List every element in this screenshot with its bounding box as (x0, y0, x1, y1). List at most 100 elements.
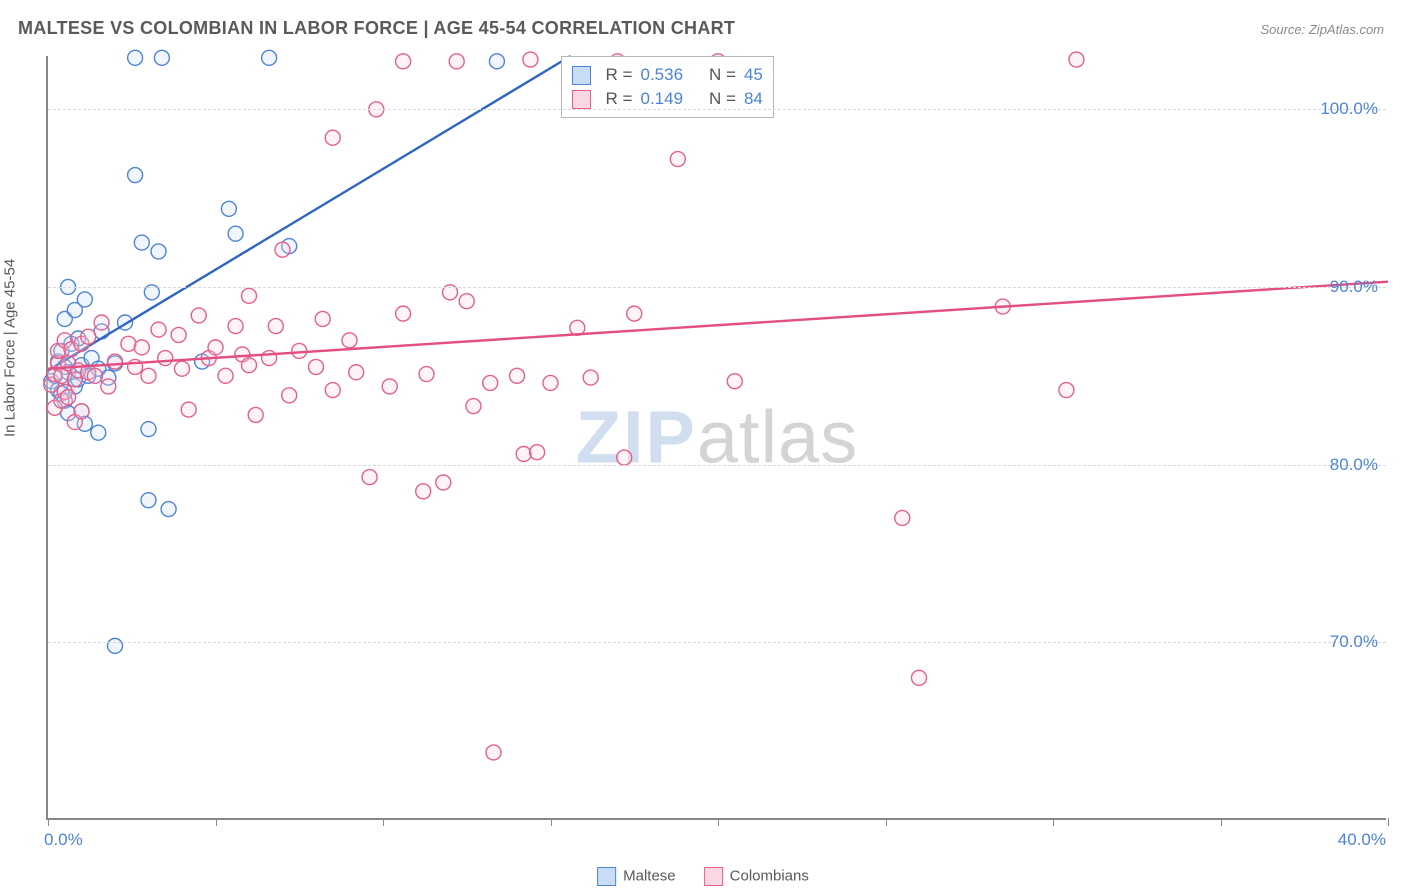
scatter-point-colombians (94, 315, 109, 330)
scatter-point-colombians (1059, 383, 1074, 398)
scatter-point-maltese (151, 244, 166, 259)
legend-n-value: 84 (744, 89, 763, 109)
x-tick (383, 818, 384, 826)
scatter-point-colombians (416, 484, 431, 499)
x-tick (1388, 818, 1389, 826)
y-tick-label: 90.0% (1330, 277, 1378, 297)
legend-item-maltese: Maltese (597, 867, 676, 886)
chart-title: MALTESE VS COLOMBIAN IN LABOR FORCE | AG… (18, 18, 735, 39)
chart-source: Source: ZipAtlas.com (1260, 22, 1384, 37)
legend-r-label: R = (606, 65, 633, 85)
x-tick-label-end: 40.0% (1338, 830, 1386, 850)
x-tick (886, 818, 887, 826)
x-tick (551, 818, 552, 826)
scatter-point-colombians (218, 368, 233, 383)
scatter-point-colombians (208, 340, 223, 355)
legend-row-colombians: R = 0.149 N = 84 (572, 87, 763, 111)
scatter-point-colombians (315, 311, 330, 326)
scatter-point-maltese (141, 422, 156, 437)
legend-row-maltese: R =0.536N =45 (572, 63, 763, 87)
scatter-point-colombians (158, 351, 173, 366)
scatter-point-colombians (275, 242, 290, 257)
scatter-point-colombians (242, 358, 257, 373)
gridline-h (48, 465, 1386, 466)
scatter-point-colombians (530, 445, 545, 460)
scatter-point-colombians (617, 450, 632, 465)
scatter-point-maltese (108, 638, 123, 653)
scatter-point-colombians (396, 54, 411, 69)
scatter-point-colombians (486, 745, 501, 760)
scatter-point-colombians (670, 152, 685, 167)
scatter-point-colombians (362, 470, 377, 485)
scatter-point-colombians (523, 52, 538, 67)
scatter-point-maltese (262, 50, 277, 65)
y-tick-label: 100.0% (1320, 99, 1378, 119)
y-axis-title: In Labor Force | Age 45-54 (2, 259, 19, 437)
scatter-point-colombians (248, 407, 263, 422)
gridline-h (48, 287, 1386, 288)
scatter-point-colombians (242, 288, 257, 303)
scatter-point-colombians (342, 333, 357, 348)
scatter-point-colombians (419, 367, 434, 382)
scatter-point-colombians (895, 510, 910, 525)
scatter-point-colombians (268, 319, 283, 334)
scatter-point-colombians (282, 388, 297, 403)
scatter-point-colombians (309, 359, 324, 374)
scatter-point-colombians (583, 370, 598, 385)
scatter-point-colombians (262, 351, 277, 366)
scatter-point-colombians (325, 383, 340, 398)
scatter-point-colombians (436, 475, 451, 490)
scatter-point-maltese (154, 50, 169, 65)
x-tick (718, 818, 719, 826)
scatter-point-maltese (221, 201, 236, 216)
x-tick-label-start: 0.0% (44, 830, 83, 850)
scatter-point-colombians (382, 379, 397, 394)
scatter-point-colombians (175, 361, 190, 376)
scatter-point-colombians (81, 329, 96, 344)
scatter-point-colombians (349, 365, 364, 380)
scatter-point-colombians (171, 327, 186, 342)
x-tick (1053, 818, 1054, 826)
series-legend: Maltese Colombians (597, 867, 809, 886)
scatter-point-maltese (128, 50, 143, 65)
scatter-point-colombians (543, 375, 558, 390)
legend-r-value: 0.149 (640, 89, 683, 109)
scatter-point-colombians (396, 306, 411, 321)
x-tick (216, 818, 217, 826)
scatter-point-colombians (516, 446, 531, 461)
scatter-point-colombians (466, 399, 481, 414)
gridline-h (48, 642, 1386, 643)
scatter-point-colombians (151, 322, 166, 337)
legend-item-colombians: Colombians (704, 867, 809, 886)
scatter-point-maltese (141, 493, 156, 508)
legend-swatch-icon (704, 867, 723, 886)
scatter-point-colombians (134, 340, 149, 355)
legend-r-label: R = (606, 89, 633, 109)
scatter-point-colombians (510, 368, 525, 383)
scatter-point-colombians (1069, 52, 1084, 67)
scatter-point-colombians (459, 294, 474, 309)
x-tick (1221, 818, 1222, 826)
scatter-point-colombians (483, 375, 498, 390)
scatter-point-colombians (325, 130, 340, 145)
legend-label: Maltese (623, 867, 676, 884)
scatter-point-colombians (101, 379, 116, 394)
scatter-point-maltese (161, 502, 176, 517)
legend-n-label: N = (709, 89, 736, 109)
scatter-point-colombians (61, 390, 76, 405)
scatter-point-colombians (191, 308, 206, 323)
legend-n-value: 45 (744, 65, 763, 85)
scatter-point-colombians (74, 404, 89, 419)
scatter-point-colombians (449, 54, 464, 69)
scatter-point-colombians (228, 319, 243, 334)
legend-label: Colombians (730, 867, 809, 884)
scatter-point-colombians (181, 402, 196, 417)
legend-swatch-icon (572, 90, 591, 109)
legend-swatch-icon (572, 66, 591, 85)
x-tick (48, 818, 49, 826)
scatter-point-maltese (228, 226, 243, 241)
chart-svg (48, 56, 1386, 818)
scatter-point-colombians (912, 670, 927, 685)
y-tick-label: 70.0% (1330, 632, 1378, 652)
legend-n-label: N = (709, 65, 736, 85)
